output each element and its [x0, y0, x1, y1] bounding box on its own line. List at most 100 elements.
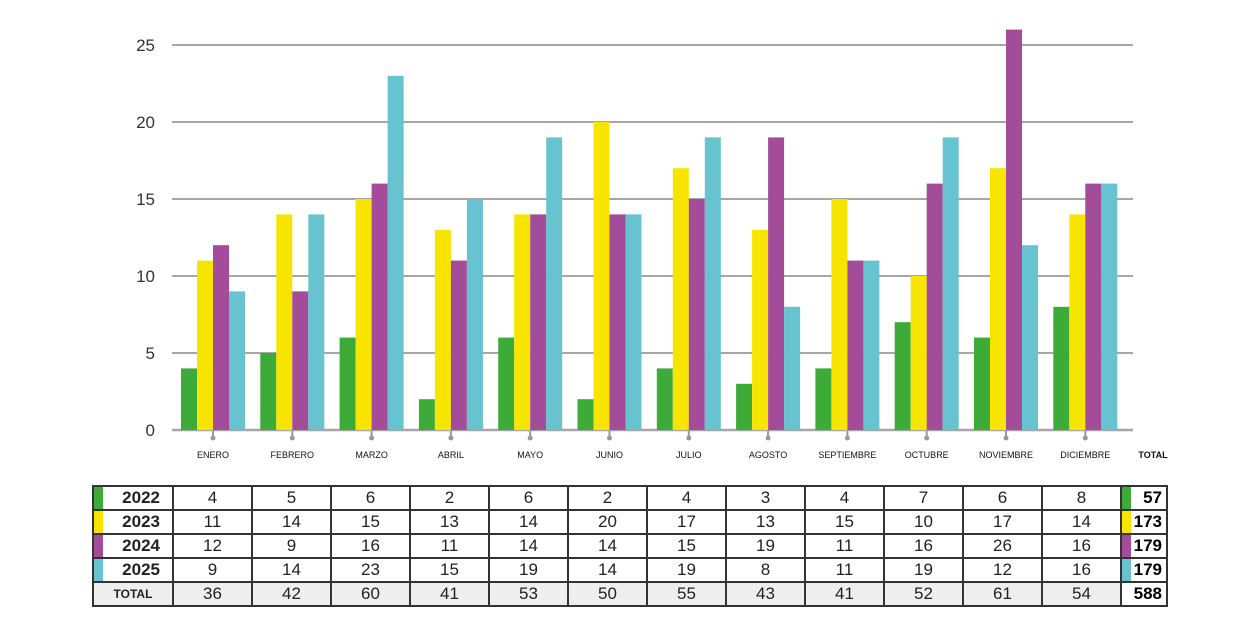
table-cell: 17: [962, 509, 1043, 535]
table-cell: 16: [330, 533, 411, 559]
legend-swatch: [1122, 535, 1131, 557]
month-total-cell: 52: [883, 581, 964, 607]
table-cell: 17: [646, 509, 727, 535]
table-row: 2025 9 14 23 15 19 14 19 8 11 19 12 16 179: [92, 557, 1168, 583]
bar-2025-agosto: [784, 306, 801, 430]
bar-2022-agosto: [736, 383, 753, 430]
bar-2022-septiembre: [815, 368, 832, 430]
table-cell: 11: [804, 557, 885, 583]
month-label: NOVIEMBRE: [979, 450, 1033, 460]
table-cell: 9: [251, 533, 332, 559]
x-tick-dot: [607, 435, 612, 441]
month-label: MARZO: [355, 450, 388, 460]
y-tick-label: 5: [146, 344, 155, 363]
bar-2024-agosto: [768, 137, 785, 430]
bar-2025-abril: [466, 199, 483, 430]
legend-swatch: [94, 559, 103, 581]
bar-chart: 0 5 10 15 20 25 ENERO FEBRERO MARZO ABRIL MAYO JUNI…: [136, 29, 1168, 460]
month-total-cell: 50: [567, 581, 648, 607]
y-tick-label: 25: [136, 36, 155, 55]
bar-2024-junio: [609, 214, 626, 430]
month-label: SEPTIEMBRE: [818, 450, 876, 460]
x-tick-dot: [210, 435, 216, 441]
bar-2022-julio: [656, 368, 673, 430]
table-cell: 14: [488, 533, 569, 559]
bar-2022-mayo: [498, 337, 515, 430]
x-tick-dot: [844, 435, 850, 441]
table-cell: 14: [488, 509, 569, 535]
table-cell: 19: [488, 557, 569, 583]
bar-2023-julio: [672, 168, 689, 430]
table-cell: 4: [646, 485, 727, 511]
month-total-cell: 55: [646, 581, 727, 607]
month-total-cell: 53: [488, 581, 569, 607]
x-tick-dot: [448, 435, 454, 441]
table-cell: 16: [883, 533, 964, 559]
table-cell: 19: [646, 557, 727, 583]
bar-2024-mayo: [530, 214, 547, 430]
x-tick-dot: [369, 435, 375, 441]
month-label: OCTUBRE: [905, 450, 949, 460]
bar-2023-noviembre: [990, 168, 1006, 430]
table-cell: 9: [172, 557, 253, 583]
month-label: ABRIL: [438, 450, 464, 460]
row-total: 173: [1120, 509, 1168, 535]
table-cell: 12: [172, 533, 253, 559]
bar-2025-octubre: [942, 137, 959, 430]
y-tick-label: 10: [136, 267, 155, 286]
x-tick-dot: [1082, 435, 1088, 441]
table-cell: 6: [488, 485, 569, 511]
table-cell: 15: [330, 509, 411, 535]
table-cell: 15: [409, 557, 490, 583]
table-cell: 20: [567, 509, 648, 535]
legend-swatch: [94, 487, 103, 509]
year-label: 2022: [92, 485, 174, 511]
table-cell: 13: [409, 509, 490, 535]
bar-2025-marzo: [387, 75, 404, 431]
table-cell: 14: [251, 557, 332, 583]
table-cell: 15: [804, 509, 885, 535]
month-total-cell: 60: [330, 581, 411, 607]
table-cell: 10: [883, 509, 964, 535]
x-tick-dot: [289, 435, 295, 441]
bar-2024-noviembre: [1006, 29, 1022, 430]
year-label: 2024: [92, 533, 174, 559]
bar-2022-octubre: [894, 322, 911, 430]
bar-2025-enero: [229, 291, 245, 430]
bar-2022-noviembre: [974, 337, 990, 430]
bar-2022-junio: [577, 399, 594, 430]
y-tick-label: 15: [136, 190, 155, 209]
bar-2023-diciembre: [1069, 214, 1086, 430]
table-cell: 26: [962, 533, 1043, 559]
table-row: 2024 12 9 16 11 14 14 15 19 11 16 26 16 179: [92, 533, 1168, 559]
table-cell: 19: [725, 533, 806, 559]
table-cell: 23: [330, 557, 411, 583]
row-total: 179: [1120, 533, 1168, 559]
table-cell: 2: [409, 485, 490, 511]
bar-2024-marzo: [371, 183, 388, 430]
month-total-cell: 61: [962, 581, 1043, 607]
bar-2022-diciembre: [1053, 306, 1070, 430]
bar-2025-julio: [704, 137, 721, 430]
table-row: 2023 11 14 15 13 14 20 17 13 15 10 17 14 173: [92, 509, 1168, 535]
table-cell: 15: [646, 533, 727, 559]
bar-2025-septiembre: [863, 260, 880, 430]
table-cell: 11: [804, 533, 885, 559]
bar-2023-junio: [593, 122, 610, 430]
bar-2022-febrero: [260, 353, 277, 430]
month-label: JULIO: [676, 450, 702, 460]
table-cell: 16: [1041, 557, 1122, 583]
legend-swatch: [1122, 559, 1131, 581]
table-cell: 11: [172, 509, 253, 535]
month-label: MAYO: [517, 450, 543, 460]
bar-2023-septiembre: [831, 199, 848, 430]
bar-2023-marzo: [355, 199, 372, 430]
data-table: 2022 4 5 6 2 6 2 4 3 4 7 6 8 57 2023 11 14 15 13 14 20 17 13 15…: [92, 485, 1168, 607]
table-cell: 5: [251, 485, 332, 511]
x-tick-dot: [686, 435, 692, 441]
table-cell: 11: [409, 533, 490, 559]
table-cell: 4: [804, 485, 885, 511]
table-cell: 12: [962, 557, 1043, 583]
table-row: 2022 4 5 6 2 6 2 4 3 4 7 6 8 57: [92, 485, 1168, 511]
table-cell: 6: [330, 485, 411, 511]
